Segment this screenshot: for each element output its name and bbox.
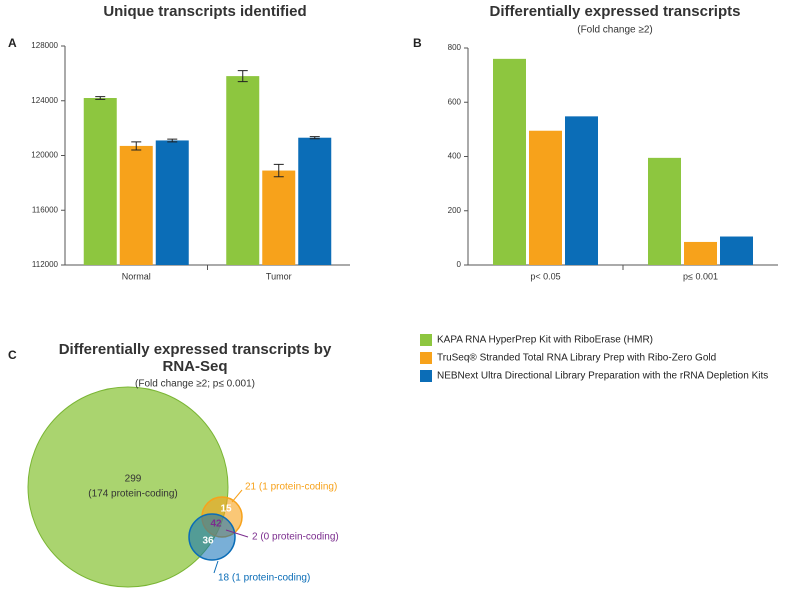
x-tick-label: Normal xyxy=(122,271,151,281)
y-tick-label: 800 xyxy=(448,43,462,52)
region-count: 299 xyxy=(125,474,142,485)
error-bar xyxy=(95,96,106,100)
panel-label: A xyxy=(8,36,17,50)
bar xyxy=(83,98,117,265)
bar xyxy=(720,236,753,265)
legend-swatch xyxy=(420,370,432,382)
panel-label: B xyxy=(413,36,422,50)
chart-subtitle: (Fold change ≥2; p≤ 0.001) xyxy=(135,379,255,390)
y-tick-label: 116000 xyxy=(32,205,59,214)
bar xyxy=(493,58,526,265)
y-tick-label: 128000 xyxy=(31,41,58,50)
bar xyxy=(298,137,332,265)
error-bar xyxy=(131,141,142,151)
chart-title: Unique transcripts identified xyxy=(103,3,306,20)
region-count: 36 xyxy=(202,536,214,547)
legend-label: TruSeq® Stranded Total RNA Library Prep … xyxy=(437,353,716,364)
y-tick-label: 124000 xyxy=(31,96,58,105)
legend-swatch xyxy=(420,334,432,346)
chart-title: Differentially expressed transcripts by … xyxy=(58,341,332,375)
bar xyxy=(119,145,153,265)
annotation: 18 (1 protein-coding) xyxy=(218,573,310,584)
bar xyxy=(262,170,296,265)
error-bar xyxy=(309,136,320,140)
bar xyxy=(155,140,189,265)
y-tick-label: 200 xyxy=(448,206,462,215)
region-count: 42 xyxy=(210,519,222,530)
x-tick-label: p≤ 0.001 xyxy=(683,271,718,281)
bar xyxy=(226,76,260,265)
annotation: 21 (1 protein-coding) xyxy=(245,482,337,493)
bar xyxy=(648,157,681,265)
y-tick-label: 0 xyxy=(457,260,462,269)
annotation: 2 (0 protein-coding) xyxy=(252,532,339,543)
y-tick-label: 120000 xyxy=(31,151,58,160)
y-tick-label: 400 xyxy=(448,152,462,161)
bar xyxy=(565,116,598,265)
venn-set-nebnext xyxy=(188,513,236,561)
chart-subtitle: (Fold change ≥2) xyxy=(577,25,653,36)
error-bar xyxy=(167,138,178,143)
region-count: 15 xyxy=(220,504,232,515)
arrow xyxy=(225,529,249,538)
arrow xyxy=(213,560,219,574)
y-tick-label: 112000 xyxy=(32,260,59,269)
chart-title: Differentially expressed transcripts xyxy=(490,3,741,20)
region-note: (174 protein-coding) xyxy=(88,489,178,500)
x-tick-label: p< 0.05 xyxy=(530,271,560,281)
panel-label: C xyxy=(8,348,17,362)
bar xyxy=(684,241,717,265)
bar xyxy=(529,130,562,265)
error-bar xyxy=(237,70,248,83)
y-tick-label: 600 xyxy=(448,97,462,106)
legend-label: NEBNext Ultra Directional Library Prepar… xyxy=(437,371,768,382)
arrow xyxy=(231,489,243,503)
venn-set-kapa xyxy=(27,386,229,588)
legend-label: KAPA RNA HyperPrep Kit with RiboErase (H… xyxy=(437,335,653,346)
error-bar xyxy=(273,163,284,178)
legend-swatch xyxy=(420,352,432,364)
x-tick-label: Tumor xyxy=(266,271,292,281)
